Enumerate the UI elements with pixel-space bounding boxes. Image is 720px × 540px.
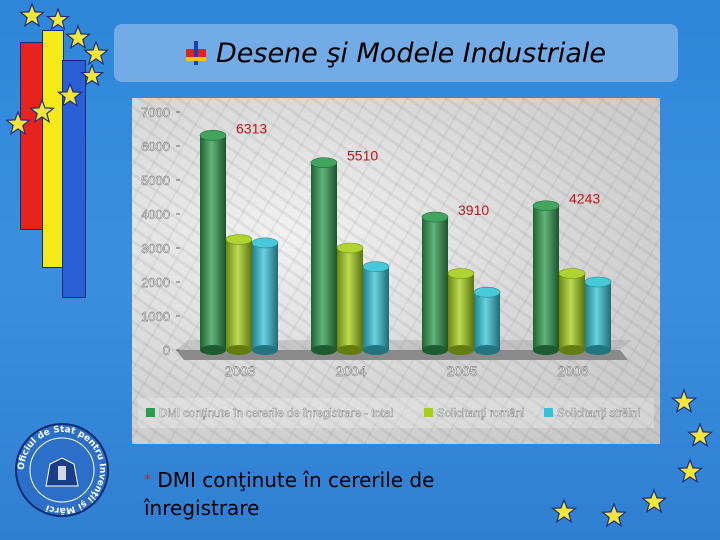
star-icon [82,40,110,66]
flag-stripe-red [20,42,44,230]
star-icon [600,502,628,528]
legend-swatch [146,408,155,417]
star-icon [64,24,92,50]
page-title: Desene şi Modele Industriale [215,37,607,69]
bar [199,130,227,355]
star-icon [686,422,714,448]
bar [421,211,449,355]
footnote: * DMI conţinute în cererile de înregistr… [144,466,524,522]
bar [447,268,475,355]
bar [532,200,560,355]
data-label: 6313 [236,120,267,136]
x-tick-label: 2004 [335,363,366,379]
star-icon [640,488,668,514]
star-icon [670,388,698,414]
star-icon [56,82,84,108]
footnote-text: DMI conţinute în cererile de înregistrar… [144,468,435,520]
chart-floor [176,340,632,350]
y-tick-label: 2000 [141,275,170,290]
y-tick-label: 3000 [141,241,170,256]
y-tick-label: 4000 [141,207,170,222]
legend-label: Solicitanţi străini [557,408,640,420]
star-icon [550,498,578,524]
bar [558,268,586,355]
x-tick-label: 2006 [557,363,588,379]
y-tick-label: 5000 [141,173,170,188]
bar [584,276,612,355]
legend-label: DMI conţinute în cererile de înregistrar… [159,408,393,420]
y-tick-label: 0 [163,343,170,358]
title-panel: Desene şi Modele Industriale [114,24,678,82]
y-tick-label: 1000 [141,309,170,324]
star-icon [676,458,704,484]
bar [473,286,501,355]
legend-swatch [424,408,433,417]
data-label: 4243 [569,191,600,207]
y-tick-label: 7000 [141,105,170,120]
star-icon [18,2,46,28]
bar [251,237,279,355]
x-tick-label: 2003 [224,363,255,379]
star-icon [28,98,56,124]
seal-logo: Oficiul de Stat pentru Invenţii şi Mărci [15,423,109,517]
flag-icon [185,41,206,65]
bar [310,157,338,355]
legend [138,398,654,428]
x-tick-label: 2005 [446,363,477,379]
legend-swatch [544,408,553,417]
bar [336,242,364,355]
legend-label: Solicitanţi români [437,408,525,420]
data-label: 3910 [458,202,489,218]
data-label: 5510 [347,148,378,164]
star-icon [4,110,32,136]
bar [362,261,390,355]
star-icon [79,63,105,87]
bar [225,234,253,355]
stars-decoration-left [4,2,110,136]
stars-decoration-right [550,388,714,528]
footnote-marker: * [144,472,151,488]
chart-base [176,350,628,360]
y-tick-label: 6000 [141,139,170,154]
chart-panel: 0 1000 2000 3000 4000 5000 6000 7000 6313 2003 551… [132,98,660,444]
star-icon [45,7,71,31]
bar-chart: 0 1000 2000 3000 4000 5000 6000 7000 6313 2003 551… [138,105,654,428]
